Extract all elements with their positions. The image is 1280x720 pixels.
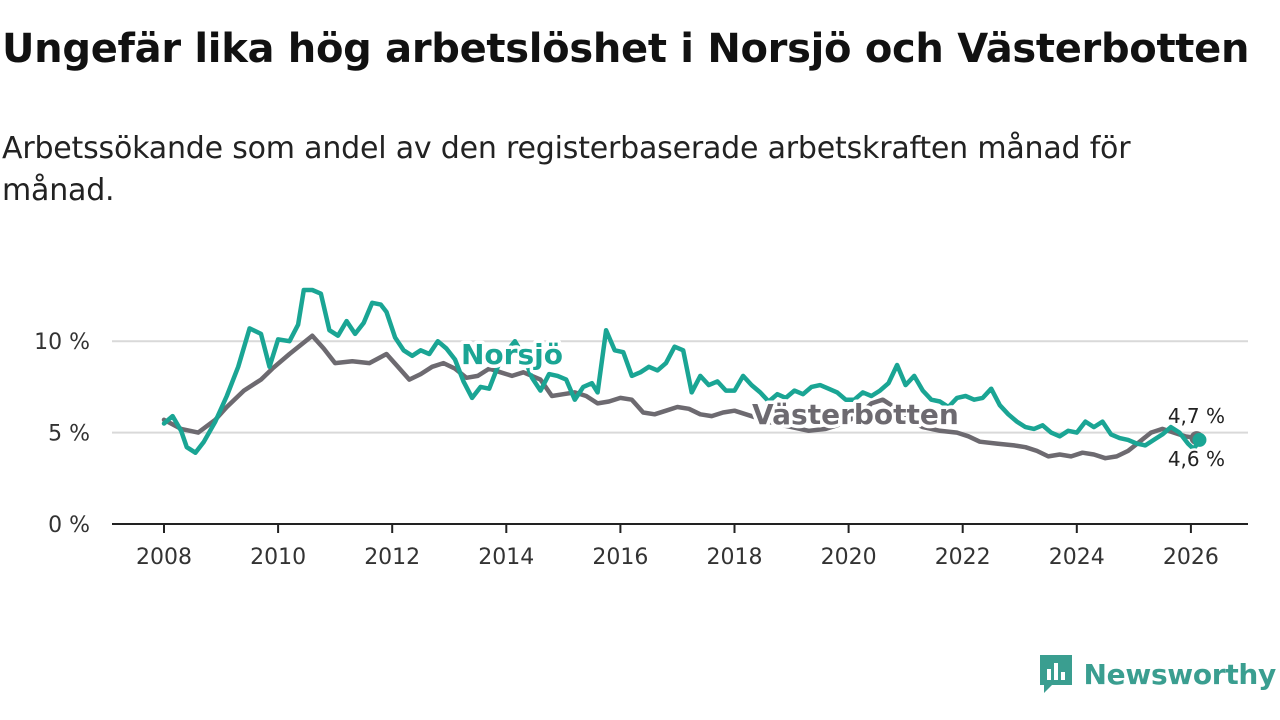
x-axis: 2008 2010 2012 2014 2016 2018 2020 2022 2024 2026 — [112, 523, 1248, 570]
x-tick-label: 2020 — [821, 545, 877, 570]
x-tick-label: 2024 — [1049, 545, 1105, 570]
x-tick-label: 2008 — [136, 545, 192, 570]
y-tick-label: 10 % — [34, 330, 90, 355]
y-tick-label: 5 % — [48, 422, 90, 447]
chart-title: Ungefär lika hög arbetslöshet i Norsjö o… — [2, 26, 1250, 72]
series-line-vasterbotten — [161, 333, 1199, 461]
label-layer: Norsjö Västerbotten 4,7 % 4,6 % — [458, 335, 1228, 474]
newsworthy-logo-icon — [1039, 655, 1072, 693]
x-tick-label: 2010 — [250, 545, 306, 570]
brand-name: Newsworthy — [1083, 657, 1277, 691]
x-tick-label: 2018 — [707, 545, 763, 570]
series-line-norsjo — [161, 287, 1202, 455]
series-label-vasterbotten: Västerbotten — [752, 398, 959, 431]
series-label-norsjo: Norsjö — [461, 338, 563, 371]
x-tick-label: 2026 — [1163, 545, 1219, 570]
x-tick-label: 2022 — [935, 545, 991, 570]
chart-subtitle: Arbetssökande som andel av den registerb… — [2, 131, 1131, 208]
x-tick-label: 2016 — [592, 545, 648, 570]
end-label-vasterbotten: 4,7 % — [1168, 404, 1225, 428]
newsworthy-brand: Newsworthy — [1038, 652, 1276, 696]
series-layer — [161, 287, 1207, 461]
grid-layer: 0 % 5 % 10 % — [34, 330, 1248, 538]
x-tick-label: 2012 — [364, 545, 420, 570]
end-label-norsjo: 4,6 % — [1168, 447, 1225, 471]
y-tick-label: 0 % — [48, 513, 90, 538]
series-end-point — [1192, 432, 1207, 447]
x-tick-label: 2014 — [478, 545, 534, 570]
